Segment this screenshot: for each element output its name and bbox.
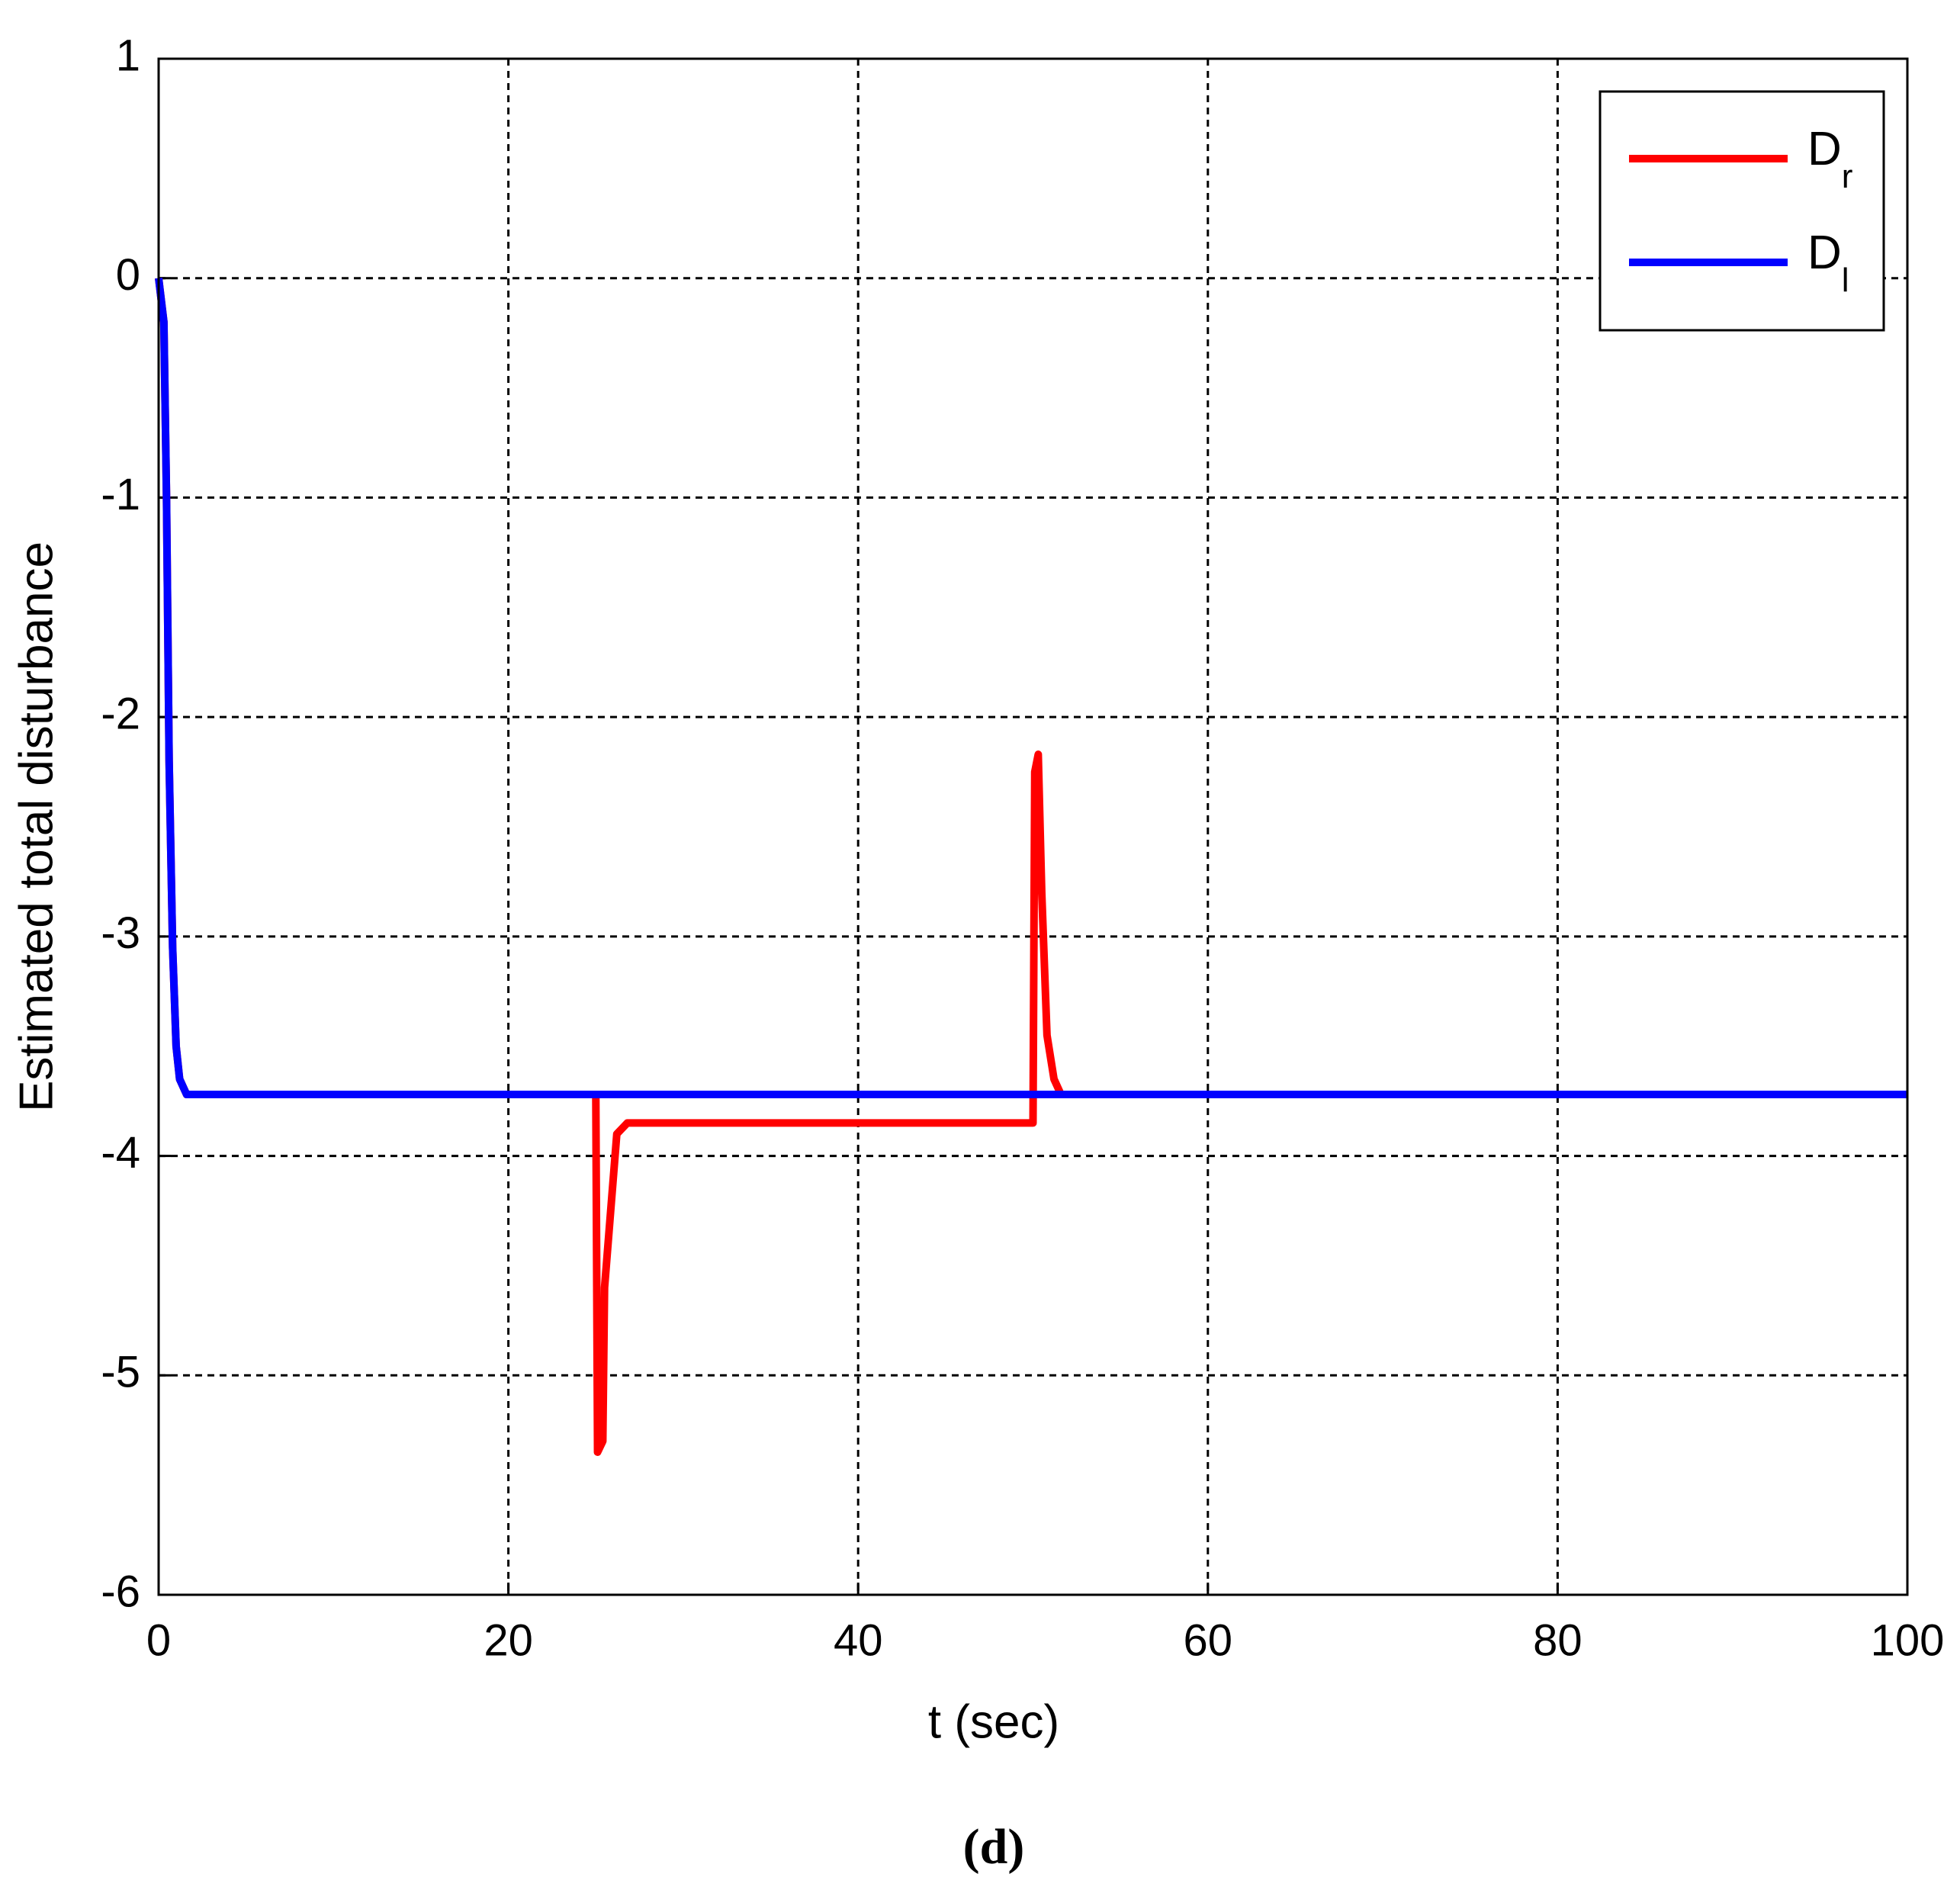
- x-tick-label: 100: [1871, 1615, 1945, 1665]
- legend-label-main: D: [1807, 227, 1842, 279]
- legend-label-sub: r: [1842, 158, 1853, 195]
- y-tick-label: 1: [116, 31, 140, 80]
- legend-label-sub: l: [1842, 262, 1849, 299]
- x-tick-label: 80: [1533, 1615, 1582, 1665]
- y-axis-label: Estimated total disturbance: [10, 542, 63, 1112]
- y-tick-label: -1: [101, 470, 140, 519]
- data-line: [155, 278, 1907, 1099]
- y-tick-label: -6: [101, 1567, 140, 1616]
- x-tick-label: 60: [1184, 1615, 1233, 1665]
- caption: (d): [963, 1819, 1025, 1875]
- y-tick-label: -2: [101, 689, 140, 738]
- y-tick-label: -5: [101, 1348, 140, 1397]
- y-tick-label: -3: [101, 908, 140, 958]
- x-axis-label: t (sec): [928, 1695, 1059, 1748]
- x-tick-label: 40: [834, 1615, 883, 1665]
- x-tick-label: 0: [146, 1615, 171, 1665]
- legend-label-main: D: [1807, 123, 1842, 175]
- y-tick-label: 0: [116, 250, 140, 300]
- y-tick-label: -4: [101, 1128, 140, 1178]
- x-tick-label: 20: [484, 1615, 533, 1665]
- legend-label: Dr: [1807, 123, 1852, 194]
- plot-frame: [157, 57, 1909, 1596]
- legend-label: Dl: [1807, 227, 1849, 298]
- legend-box: [1599, 90, 1885, 332]
